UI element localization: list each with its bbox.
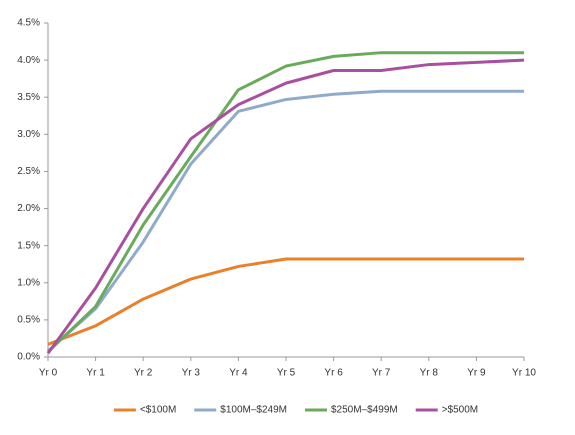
series-line xyxy=(46,58,525,355)
x-tick-label: Yr 10 xyxy=(512,368,536,379)
x-tick-label: Yr 2 xyxy=(134,368,153,379)
series-line xyxy=(47,89,524,353)
y-tick-label: 1.0% xyxy=(17,277,40,288)
x-tick-label: Yr 7 xyxy=(372,368,391,379)
y-tick-label: 3.5% xyxy=(17,92,40,103)
y-tick-label: 1.5% xyxy=(17,240,40,251)
x-tick-label: Yr 4 xyxy=(229,368,248,379)
y-tick-label: 0.5% xyxy=(17,315,40,326)
series-line xyxy=(47,257,524,346)
legend-label: <$100M xyxy=(140,405,176,416)
x-tick-label: Yr 3 xyxy=(182,368,201,379)
legend-label: $250M–$499M xyxy=(331,405,398,416)
y-tick-label: 0.0% xyxy=(17,352,40,363)
legend-label: $100M–$249M xyxy=(220,405,287,416)
x-tick-label: Yr 5 xyxy=(277,368,296,379)
x-tick-label: Yr 6 xyxy=(324,368,343,379)
x-tick-label: Yr 1 xyxy=(86,368,105,379)
y-tick-label: 2.5% xyxy=(17,166,40,177)
y-tick-label: 4.5% xyxy=(17,18,40,29)
x-tick-label: Yr 8 xyxy=(420,368,439,379)
y-tick-label: 4.0% xyxy=(17,55,40,66)
legend-label: >$500M xyxy=(442,405,478,416)
x-tick-label: Yr 9 xyxy=(467,368,486,379)
series-line xyxy=(46,51,524,353)
x-tick-label: Yr 0 xyxy=(39,368,58,379)
y-tick-label: 2.0% xyxy=(17,203,40,214)
y-tick-label: 3.0% xyxy=(17,129,40,140)
